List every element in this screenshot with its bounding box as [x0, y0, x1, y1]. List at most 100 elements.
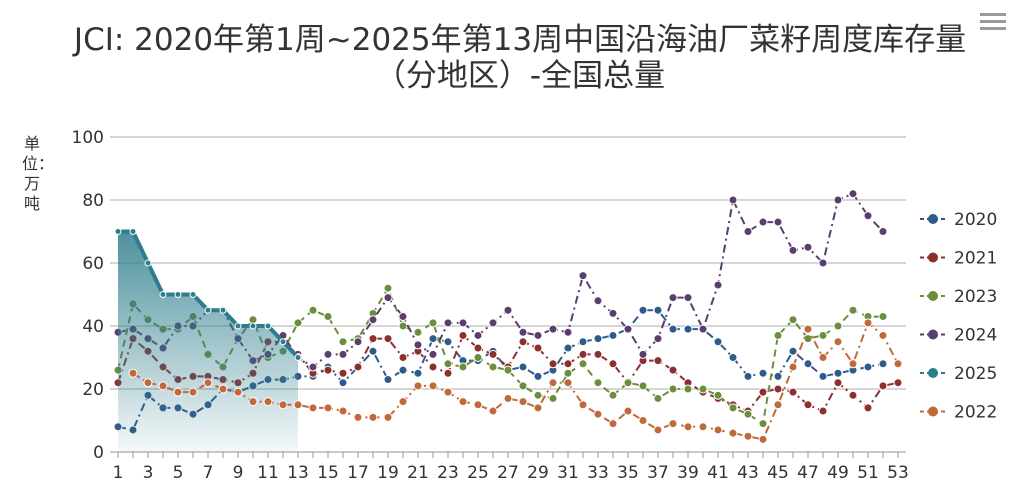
data-point-2022: [533, 403, 543, 413]
data-point-2024: [638, 349, 648, 359]
legend-marker-2024: [928, 329, 938, 340]
data-point-2024: [623, 324, 633, 334]
data-point-2022: [548, 378, 558, 388]
data-point-2021: [323, 365, 333, 375]
data-point-2024: [788, 245, 798, 255]
x-tick-label: 11: [257, 463, 279, 483]
data-point-2022: [593, 409, 603, 419]
data-point-2023: [548, 393, 558, 403]
data-point-2021: [653, 356, 663, 366]
data-point-2021: [443, 368, 453, 378]
data-point-2020: [383, 375, 393, 385]
data-point-2023: [713, 390, 723, 400]
data-point-2023: [398, 321, 408, 331]
data-point-2021: [668, 365, 678, 375]
legend-marker-2021: [928, 252, 938, 263]
data-point-2022: [503, 393, 513, 403]
data-point-2021: [593, 349, 603, 359]
data-point-2023: [533, 390, 543, 400]
x-tick-label: 45: [767, 463, 789, 483]
data-point-2020: [758, 368, 768, 378]
data-point-2022: [638, 416, 648, 425]
x-tick-label: 37: [647, 463, 669, 483]
data-point-2020: [368, 346, 378, 356]
data-point-2024: [443, 318, 453, 328]
data-point-2020: [863, 362, 873, 372]
data-point-2022: [818, 353, 828, 362]
x-tick-label: 7: [203, 463, 214, 483]
legend-item-2025[interactable]: 2025: [954, 364, 997, 384]
data-point-2023: [683, 384, 693, 394]
data-point-2024: [383, 293, 393, 303]
data-point-2021: [428, 362, 438, 372]
data-point-2022: [803, 324, 813, 334]
data-point-2020: [788, 346, 798, 356]
data-point-2023: [518, 381, 528, 391]
x-tick-label: 35: [617, 463, 639, 483]
data-point-2023: [653, 393, 663, 403]
data-point-2025: [189, 291, 197, 298]
data-point-2020: [728, 353, 738, 362]
data-point-2020: [803, 359, 813, 369]
legend-item-2021[interactable]: 2021: [954, 249, 997, 269]
data-point-2022: [233, 387, 243, 397]
data-point-2022: [353, 412, 363, 422]
x-tick-label: 15: [317, 463, 339, 483]
data-point-2023: [323, 312, 333, 322]
data-point-2025: [159, 291, 167, 298]
data-point-2024: [758, 217, 768, 227]
data-point-2021: [818, 406, 828, 416]
legend-marker-2023: [928, 291, 938, 301]
data-point-2024: [593, 296, 603, 306]
data-point-2021: [338, 368, 348, 378]
data-point-2022: [698, 422, 708, 432]
data-point-2024: [608, 308, 618, 318]
data-point-2023: [758, 419, 768, 429]
data-point-2020: [608, 330, 618, 340]
x-tick-label: 9: [233, 463, 244, 483]
data-point-2020: [578, 337, 588, 347]
data-point-2022: [308, 403, 318, 413]
data-point-2020: [878, 359, 888, 369]
data-point-2024: [818, 258, 828, 268]
data-point-2022: [188, 387, 198, 397]
data-point-2022: [623, 406, 633, 416]
legend-item-2023[interactable]: 2023: [954, 287, 997, 307]
data-point-2022: [758, 434, 768, 444]
data-point-2021: [518, 337, 528, 347]
data-point-2024: [308, 362, 318, 372]
data-point-2020: [593, 334, 603, 344]
y-tick-label: 80: [82, 191, 104, 211]
data-point-2024: [653, 334, 663, 344]
data-point-2024: [773, 217, 783, 227]
data-point-2022: [743, 431, 753, 441]
x-tick-label: 51: [857, 463, 879, 483]
data-point-2022: [863, 318, 873, 328]
data-point-2023: [593, 378, 603, 388]
legend-item-2022[interactable]: 2022: [954, 403, 997, 423]
data-point-2020: [443, 337, 453, 347]
data-point-2021: [383, 334, 393, 344]
x-tick-label: 21: [407, 463, 429, 483]
data-point-2022: [773, 400, 783, 410]
x-tick-label: 39: [677, 463, 699, 483]
data-point-2023: [488, 362, 498, 372]
data-point-2022: [653, 425, 663, 435]
legend-item-2020[interactable]: 2020: [954, 210, 997, 230]
data-point-2023: [788, 315, 798, 325]
menu-icon[interactable]: [980, 10, 1006, 32]
data-point-2024: [413, 340, 423, 350]
x-tick-label: 25: [467, 463, 489, 483]
legend-item-2024[interactable]: 2024: [954, 326, 997, 346]
y-tick-label: 100: [72, 128, 104, 148]
data-point-2024: [518, 327, 528, 337]
data-point-2023: [698, 384, 708, 394]
data-point-2021: [893, 378, 903, 388]
data-point-2022: [668, 419, 678, 429]
x-tick-label: 33: [587, 463, 609, 483]
data-point-2024: [698, 324, 708, 334]
x-tick-label: 43: [737, 463, 759, 483]
x-tick-label: 53: [887, 463, 909, 483]
data-point-2025: [114, 228, 122, 235]
data-point-2024: [728, 195, 738, 205]
